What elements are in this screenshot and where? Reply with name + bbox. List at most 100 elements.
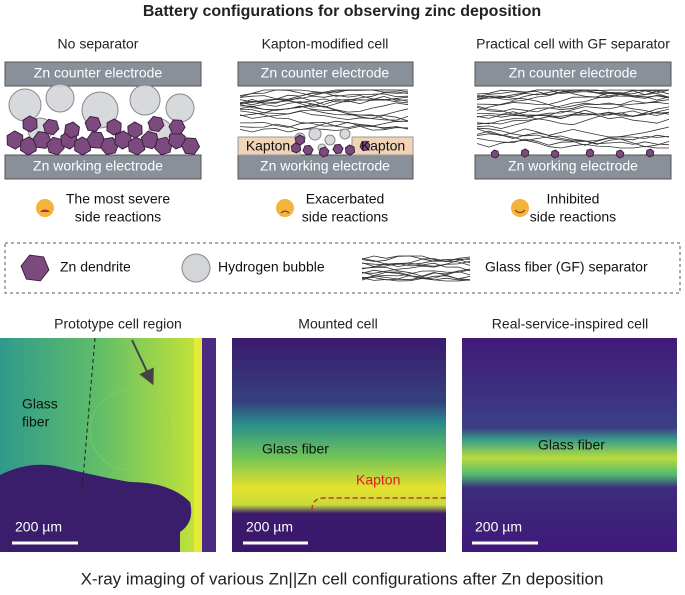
dendrite bbox=[168, 119, 186, 135]
dendrite bbox=[140, 130, 160, 150]
dendrite bbox=[550, 149, 560, 159]
image-region bbox=[0, 464, 192, 552]
image-label: Glass bbox=[22, 396, 58, 412]
emoji-mouth bbox=[280, 210, 290, 214]
dendrite bbox=[20, 254, 50, 282]
fiber bbox=[476, 128, 670, 145]
fiber bbox=[361, 257, 471, 274]
outcome-text: side reactions bbox=[75, 209, 161, 225]
image-heading: Real-service-inspired cell bbox=[492, 316, 648, 332]
legend-label: Zn dendrite bbox=[60, 259, 131, 275]
bubble bbox=[324, 134, 336, 146]
dendrite bbox=[318, 146, 330, 158]
emoji bbox=[36, 199, 54, 217]
fiber bbox=[476, 110, 670, 125]
electrode bbox=[237, 61, 414, 87]
electrode bbox=[474, 61, 672, 87]
xray-images: Prototype cell region Mounted cell Real-… bbox=[0, 316, 677, 552]
fiber bbox=[239, 101, 409, 121]
image-region bbox=[194, 338, 202, 552]
dendrite bbox=[585, 148, 595, 158]
kapton-label: Kapton bbox=[361, 138, 405, 154]
fiber bbox=[239, 96, 409, 114]
image-label: Glass fiber bbox=[538, 437, 605, 453]
electrode-label: Zn working electrode bbox=[260, 158, 390, 174]
emoji bbox=[276, 199, 294, 217]
fiber bbox=[239, 108, 409, 117]
bubble bbox=[165, 93, 195, 123]
dendrite bbox=[332, 143, 344, 155]
dendrite bbox=[359, 140, 371, 152]
dendrite bbox=[127, 121, 143, 139]
fiber bbox=[361, 268, 471, 278]
legend-bubble bbox=[181, 253, 211, 283]
legend-box bbox=[4, 242, 681, 294]
bubble bbox=[308, 127, 322, 141]
decorations bbox=[6, 83, 670, 159]
fiber bbox=[476, 128, 670, 139]
fiber bbox=[239, 125, 409, 133]
dendrite bbox=[6, 130, 24, 150]
image-texture bbox=[89, 389, 171, 471]
dendrite bbox=[344, 144, 356, 156]
electrode-label: Zn working electrode bbox=[33, 158, 163, 174]
scale-bar-label: 200 µm bbox=[246, 519, 293, 535]
panel-heading: Kapton-modified cell bbox=[262, 36, 389, 52]
dendrite bbox=[294, 134, 306, 146]
fiber bbox=[476, 89, 670, 98]
electrode-label: Zn counter electrode bbox=[509, 65, 638, 81]
dendrite bbox=[520, 148, 530, 158]
panels: No separator Kapton-modified cell Practi… bbox=[4, 36, 672, 225]
dendrite bbox=[106, 118, 122, 136]
dendrite bbox=[615, 149, 625, 159]
image-label: Glass fiber bbox=[262, 441, 329, 457]
caption: X-ray imaging of various Zn||Zn cell con… bbox=[81, 569, 604, 588]
fiber bbox=[476, 100, 670, 119]
dendrite bbox=[168, 130, 186, 150]
fiber bbox=[361, 269, 471, 280]
fiber bbox=[476, 89, 670, 99]
fiber bbox=[476, 105, 670, 120]
bubble bbox=[8, 88, 42, 122]
fiber bbox=[239, 105, 409, 123]
dendrite bbox=[645, 148, 655, 158]
electrode-label: Zn counter electrode bbox=[34, 65, 163, 81]
region-line bbox=[81, 337, 96, 491]
fiber bbox=[239, 110, 409, 122]
outcome-text: side reactions bbox=[530, 209, 616, 225]
fiber bbox=[239, 89, 409, 100]
image-heading: Mounted cell bbox=[298, 316, 377, 332]
fiber bbox=[476, 89, 670, 99]
dendrite bbox=[86, 131, 106, 149]
legend-label: Hydrogen bubble bbox=[218, 259, 325, 275]
fiber bbox=[361, 258, 471, 270]
fiber bbox=[476, 130, 670, 146]
dendrite bbox=[22, 115, 38, 133]
dendrite bbox=[42, 118, 60, 136]
arrow bbox=[131, 339, 154, 386]
bubble bbox=[339, 128, 351, 140]
xray-image bbox=[232, 338, 446, 552]
fiber bbox=[476, 127, 670, 148]
scale-bar-label: 200 µm bbox=[475, 519, 522, 535]
panel-heading: Practical cell with GF separator bbox=[476, 36, 670, 52]
fiber bbox=[361, 276, 471, 281]
outcome-text: side reactions bbox=[302, 209, 388, 225]
dendrite bbox=[84, 115, 102, 133]
scale-bar-label: 200 µm bbox=[15, 519, 62, 535]
kapton-label: Kapton bbox=[246, 138, 290, 154]
outcome-text: The most severe bbox=[66, 191, 170, 207]
fiber bbox=[476, 89, 670, 111]
dendrite bbox=[64, 121, 80, 139]
image-region bbox=[202, 338, 216, 552]
xray-image bbox=[462, 338, 677, 552]
fiber bbox=[361, 275, 471, 282]
emoji-mouth bbox=[40, 209, 50, 212]
fiber bbox=[476, 95, 670, 109]
fiber bbox=[361, 255, 471, 266]
outcome-text: Inhibited bbox=[547, 191, 600, 207]
emoji-mouth bbox=[514, 209, 526, 213]
electrode-label: Zn counter electrode bbox=[261, 65, 390, 81]
dendrite bbox=[302, 144, 314, 156]
